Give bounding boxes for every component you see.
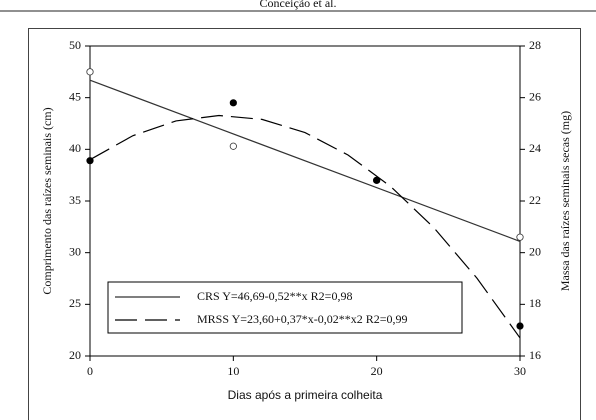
y2-axis-label: Massa das raízes seminais secas (mg) <box>558 111 572 291</box>
x-tick-label: 0 <box>87 364 93 378</box>
y-tick-label: 45 <box>69 89 81 103</box>
y2-tick-label: 24 <box>529 141 541 155</box>
x-tick-label: 10 <box>227 364 239 378</box>
y2-tick-label: 16 <box>529 348 541 362</box>
y2-tick-label: 26 <box>529 89 541 103</box>
y-axis-label: Comprimento das raízes seminais (cm) <box>40 107 54 294</box>
legend <box>107 281 463 334</box>
x-tick-label: 20 <box>371 364 383 378</box>
y-tick-label: 30 <box>69 244 81 258</box>
legend-label: CRS Y=46,69-0,52**x R2=0,98 <box>197 289 352 303</box>
data-point <box>373 176 381 184</box>
data-point <box>229 99 237 107</box>
x-axis-label: Dias após a primeira colheita <box>228 388 383 402</box>
y-tick-label: 20 <box>69 348 81 362</box>
y2-tick-label: 22 <box>529 193 541 207</box>
data-point <box>86 68 94 76</box>
data-point <box>86 157 94 165</box>
x-tick-label: 30 <box>514 364 526 378</box>
data-point <box>229 142 237 150</box>
running-header: Conceição et al. <box>260 0 337 10</box>
y2-tick-label: 18 <box>529 296 541 310</box>
y2-tick-label: 28 <box>529 38 541 52</box>
legend-label: MRSS Y=23,60+0,37*x-0,02**x2 R2=0,99 <box>197 312 408 326</box>
y-tick-label: 50 <box>69 38 81 52</box>
figure-frame <box>28 28 581 420</box>
y2-tick-label: 20 <box>529 244 541 258</box>
y-tick-label: 40 <box>69 141 81 155</box>
y-tick-label: 25 <box>69 296 81 310</box>
fit-line <box>89 114 521 339</box>
y-tick-label: 35 <box>69 193 81 207</box>
data-point <box>516 233 524 241</box>
fit-line <box>89 79 521 242</box>
data-point <box>516 322 524 330</box>
